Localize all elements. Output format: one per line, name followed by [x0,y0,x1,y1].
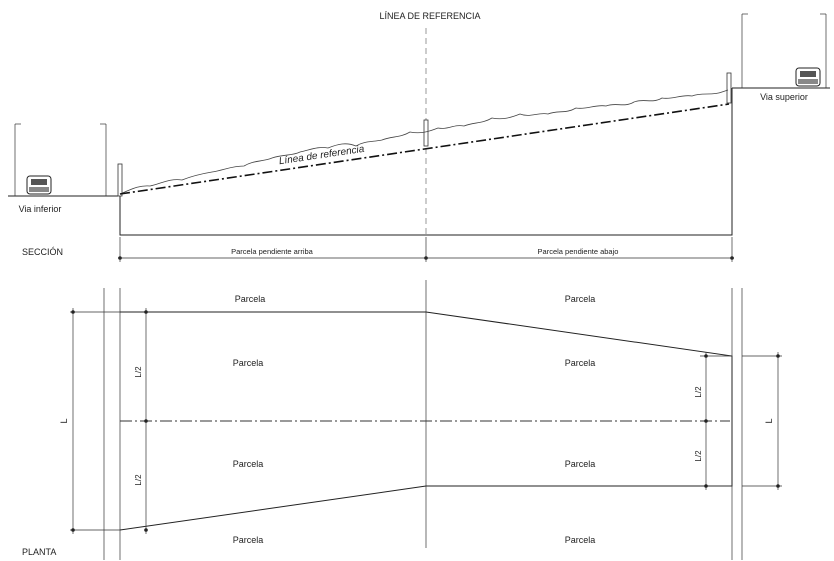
plan-label: PLANTA [22,547,56,557]
dim-half-left-bottom: L/2 [134,474,143,486]
parcel-label: Parcela [565,294,596,304]
parcel-label: Parcela [233,459,264,469]
upper-street [732,13,830,89]
section-label: SECCIÓN [22,247,63,257]
parcel-label: Parcela [233,358,264,368]
parcel-label: Parcela [565,535,596,545]
dim-half-right [700,352,732,490]
dim-L-right-label: L [764,418,774,423]
dim-label-right: Parcela pendiente abajo [538,247,619,256]
section-title: LÍNEA DE REFERENCIA [379,11,480,21]
wall-center [423,119,429,147]
car-icon [26,175,52,195]
upper-road-label: Via superior [760,92,808,102]
dim-L-left [70,308,120,534]
dim-L-left-label: L [59,418,69,423]
dim-half-right-top: L/2 [694,386,703,398]
dim-L-right [742,352,782,490]
parcel-label: Parcela [233,535,264,545]
parcel-label: Parcela [565,358,596,368]
section-building-outline [119,88,733,236]
parcel-label: Parcela [565,459,596,469]
dim-half-left [144,308,148,534]
wall-right [726,72,732,104]
section-dimension-line [118,237,734,262]
terrain-profile [119,89,729,195]
plan-building-outline [119,311,733,531]
reference-line [119,103,730,195]
dim-label-left: Parcela pendiente arriba [231,247,314,256]
lower-road-label: Via inferior [19,204,62,214]
car-icon [795,67,821,87]
dim-half-right-bottom: L/2 [694,450,703,462]
parcel-label: Parcela [235,294,266,304]
wall-left [117,163,123,197]
lower-street [8,123,118,197]
dim-half-left-top: L/2 [134,366,143,378]
